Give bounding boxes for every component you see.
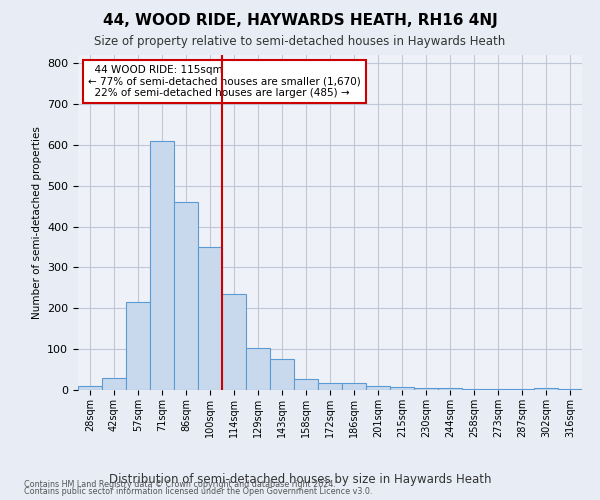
Text: Contains public sector information licensed under the Open Government Licence v3: Contains public sector information licen… <box>24 487 373 496</box>
Bar <box>246 348 270 390</box>
Bar <box>462 389 486 390</box>
Bar <box>294 378 318 390</box>
Text: 44 WOOD RIDE: 115sqm
← 77% of semi-detached houses are smaller (1,670)
  22% of : 44 WOOD RIDE: 115sqm ← 77% of semi-detac… <box>88 65 361 98</box>
Bar <box>414 388 438 390</box>
Bar <box>342 383 366 390</box>
Text: 44, WOOD RIDE, HAYWARDS HEATH, RH16 4NJ: 44, WOOD RIDE, HAYWARDS HEATH, RH16 4NJ <box>103 12 497 28</box>
Bar <box>126 302 150 390</box>
Text: Contains HM Land Registry data © Crown copyright and database right 2024.: Contains HM Land Registry data © Crown c… <box>24 480 336 489</box>
Bar <box>174 202 198 390</box>
Bar <box>222 294 246 390</box>
Bar <box>102 378 126 390</box>
Bar <box>510 389 534 390</box>
Bar <box>318 383 342 390</box>
Y-axis label: Number of semi-detached properties: Number of semi-detached properties <box>32 126 41 319</box>
Bar <box>198 247 222 390</box>
Text: Size of property relative to semi-detached houses in Haywards Heath: Size of property relative to semi-detach… <box>94 35 506 48</box>
Bar <box>486 389 510 390</box>
Bar <box>390 386 414 390</box>
Text: Distribution of semi-detached houses by size in Haywards Heath: Distribution of semi-detached houses by … <box>109 472 491 486</box>
Bar <box>366 386 390 390</box>
Bar <box>438 388 462 390</box>
Bar <box>78 386 102 390</box>
Bar <box>270 359 294 390</box>
Bar <box>534 388 558 390</box>
Bar <box>558 389 582 390</box>
Bar <box>150 141 174 390</box>
